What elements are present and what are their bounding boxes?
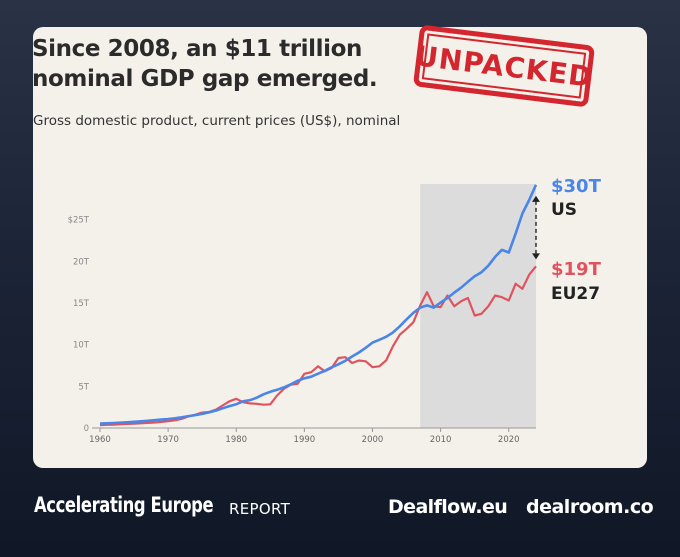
report-title: Accelerating Europe bbox=[34, 493, 214, 517]
series-line-eu27 bbox=[99, 265, 537, 427]
report-label: REPORT bbox=[229, 500, 291, 518]
dealflow-logo: Dealflow.eu bbox=[388, 496, 508, 518]
x-tick-label: 1980 bbox=[225, 435, 247, 445]
y-axis-ticks: 0 5T 10T 15T 20T $25T bbox=[68, 216, 90, 434]
x-tick-label: 1970 bbox=[157, 435, 179, 445]
gap-arrow-up-head bbox=[532, 195, 540, 202]
y-tick-label: 5T bbox=[78, 382, 89, 392]
y-tick-label: 0 bbox=[84, 424, 89, 434]
y-tick-label: 15T bbox=[73, 299, 90, 309]
gap-arrow-down-head bbox=[532, 253, 540, 260]
eu-value-label: $19T bbox=[551, 259, 601, 280]
y-tick-label: 10T bbox=[73, 341, 90, 351]
us-value-label: $30T bbox=[551, 176, 601, 197]
x-tick-label: 1960 bbox=[89, 435, 111, 445]
chart-subtitle: Gross domestic product, current prices (… bbox=[33, 113, 401, 129]
x-tick-label: 2010 bbox=[430, 435, 452, 445]
chart-title: Since 2008, an $11 trillion nominal GDP … bbox=[32, 36, 378, 92]
eu-series-label: EU27 bbox=[551, 284, 601, 304]
series-line-us bbox=[99, 184, 538, 425]
chart-card bbox=[33, 27, 647, 468]
x-tick-label: 1990 bbox=[294, 435, 316, 445]
y-tick-label: 20T bbox=[73, 257, 90, 267]
x-tick-label: 2020 bbox=[498, 435, 520, 445]
x-axis-ticks: 1960 1970 1980 1990 2000 2010 2020 bbox=[89, 428, 520, 445]
us-series-label: US bbox=[551, 200, 578, 220]
y-tick-label: $25T bbox=[68, 216, 90, 226]
gap-arrow bbox=[532, 195, 540, 260]
x-tick-label: 2000 bbox=[362, 435, 384, 445]
dealroom-logo: dealroom.co bbox=[526, 496, 654, 518]
